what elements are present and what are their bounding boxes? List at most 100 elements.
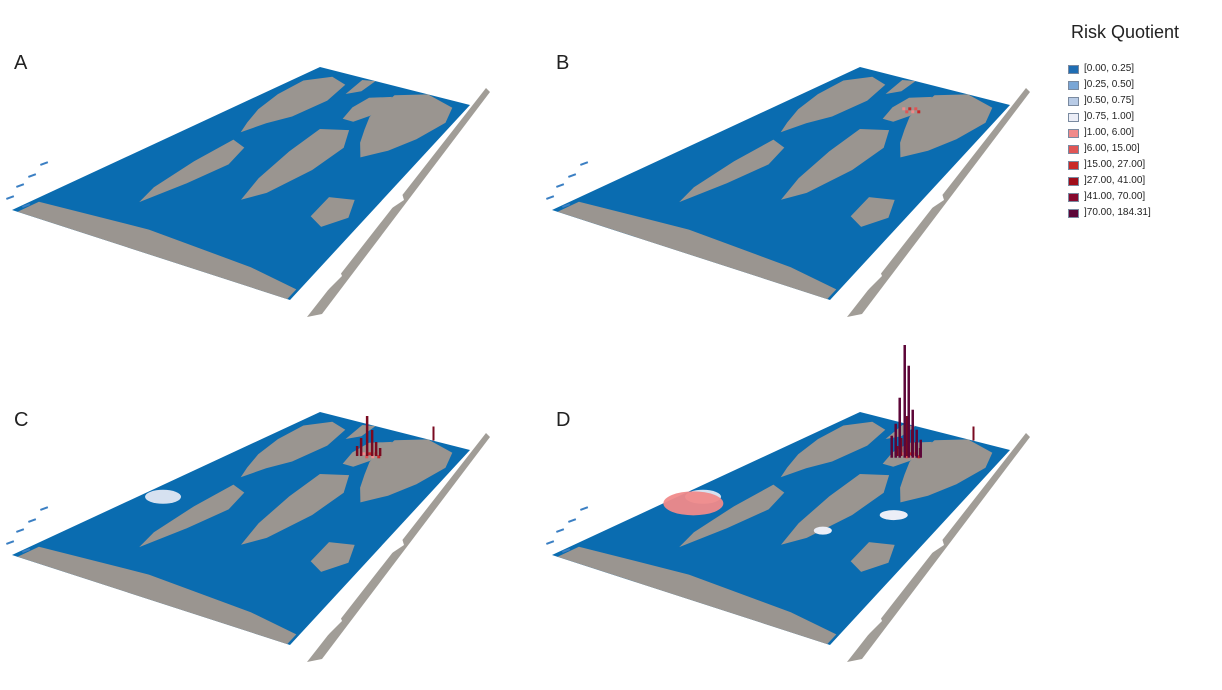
pacific-hot-patch [663, 491, 724, 516]
hotspot-cell [368, 452, 372, 456]
map-panel-d: D [540, 345, 1140, 690]
coast-fragment [6, 540, 15, 545]
land-asia [360, 439, 453, 503]
coast-fragment [6, 195, 15, 200]
coast-fragment [28, 518, 37, 523]
land-north-america [780, 421, 886, 478]
map-panel-a: A [0, 0, 600, 345]
land-south-america [679, 139, 785, 203]
legend-item: ]1.00, 6.00] [1068, 127, 1218, 140]
hotspot-cell [917, 455, 921, 459]
coast-fragment [567, 173, 577, 178]
risk-bar [432, 426, 435, 441]
legend-swatch [1068, 177, 1079, 186]
legend-label: ]0.25, 0.50] [1084, 79, 1135, 90]
land-north-america [240, 76, 346, 133]
hotspot-cell [371, 455, 375, 459]
legend-item: ]6.00, 15.00] [1068, 143, 1218, 156]
ocean-patch [879, 510, 908, 521]
panel-label-d: D [556, 409, 571, 431]
land-australia [310, 197, 355, 227]
coast-fragment [15, 528, 25, 533]
legend-title: Risk Quotient [1071, 22, 1180, 42]
hotspot-cell [377, 455, 381, 459]
risk-bar [365, 416, 369, 457]
map-panel-b: B [540, 0, 1140, 345]
legend-swatch [1068, 65, 1079, 74]
land-africa [781, 129, 890, 200]
legend-swatch [1068, 161, 1079, 170]
coast-fragment [28, 173, 37, 178]
legend-label: ]70.00, 184.31] [1084, 207, 1151, 218]
land-antarctica [17, 546, 297, 645]
legend-swatch [1068, 193, 1079, 202]
strip-gap [918, 532, 944, 559]
legend-label: ]1.00, 6.00] [1084, 127, 1135, 138]
coast-fragment [567, 518, 577, 523]
coast-fragment [562, 203, 571, 208]
risk-bar [370, 430, 374, 457]
strip-gap [378, 532, 404, 559]
risk-bar [895, 446, 899, 457]
risk-bar [911, 409, 914, 458]
coast-fragment [39, 161, 49, 166]
coast-fragment [555, 528, 565, 533]
land-australia [850, 542, 895, 572]
land-south-america [139, 139, 245, 203]
risk-bar [374, 442, 378, 457]
land-north-america [240, 421, 346, 478]
legend-item: ]41.00, 70.00] [1068, 191, 1218, 204]
land-africa [241, 129, 350, 200]
map-d-canvas [546, 345, 1030, 662]
coast-fragment [562, 548, 571, 553]
legend-item: ]15.00, 27.00] [1068, 159, 1218, 172]
panel-label-a: A [14, 52, 28, 74]
risk-bar [894, 423, 897, 458]
strip-gap [322, 611, 342, 635]
land-asia [900, 439, 993, 503]
land-antarctica [557, 546, 837, 645]
risk-bar [359, 438, 363, 457]
risk-bar [355, 446, 359, 457]
pacific-patch [145, 489, 182, 504]
risk-bar [905, 416, 909, 457]
land-antarctica [557, 201, 837, 300]
legend-swatch [1068, 113, 1079, 122]
legend-item: ]0.75, 1.00] [1068, 111, 1218, 124]
land-europe [882, 96, 933, 122]
coast-fragment [555, 183, 565, 188]
land-greenland [885, 80, 916, 94]
coast-fragment [580, 506, 589, 511]
strip-gap [322, 266, 342, 290]
legend-label: ]15.00, 27.00] [1084, 159, 1146, 170]
land-europe [342, 96, 393, 122]
land-greenland [345, 80, 376, 94]
hotspot-cell [362, 452, 366, 456]
coast-fragment [39, 506, 49, 511]
hotspot-cell [908, 107, 912, 111]
panel-label-c: C [14, 409, 29, 431]
legend-swatch [1068, 97, 1079, 106]
strip-gap [862, 266, 882, 290]
indian-patch [813, 526, 832, 535]
legend-item: ]0.25, 0.50] [1068, 79, 1218, 92]
risk-bar [890, 435, 893, 458]
hotspot-cell [917, 110, 921, 114]
land-africa [781, 474, 890, 545]
legend-label: ]0.75, 1.00] [1084, 111, 1135, 122]
strip-gap [918, 187, 944, 214]
legend-item: ]0.50, 0.75] [1068, 95, 1218, 108]
land-antarctica [17, 201, 297, 300]
hotspot-cell [911, 110, 915, 114]
legend-swatch [1068, 145, 1079, 154]
land-australia [850, 197, 895, 227]
legend-label: ]41.00, 70.00] [1084, 191, 1146, 202]
legend-label: ]27.00, 41.00] [1084, 175, 1146, 186]
land-australia [310, 542, 355, 572]
coast-fragment [22, 203, 31, 208]
land-asia [900, 94, 993, 158]
legend-item: [0.00, 0.25] [1068, 63, 1218, 76]
hotspot-cell [902, 107, 906, 111]
strip-gap [862, 611, 882, 635]
legend-label: [0.00, 0.25] [1084, 63, 1135, 74]
